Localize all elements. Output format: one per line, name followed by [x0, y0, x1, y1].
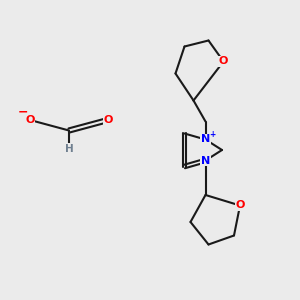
Text: N: N	[201, 134, 210, 145]
Text: O: O	[235, 200, 245, 211]
Text: −: −	[17, 106, 28, 119]
Text: N: N	[201, 155, 210, 166]
Text: +: +	[209, 130, 215, 139]
Text: O: O	[25, 115, 35, 125]
Text: O: O	[219, 56, 228, 67]
Text: H: H	[64, 143, 74, 154]
Text: O: O	[103, 115, 113, 125]
